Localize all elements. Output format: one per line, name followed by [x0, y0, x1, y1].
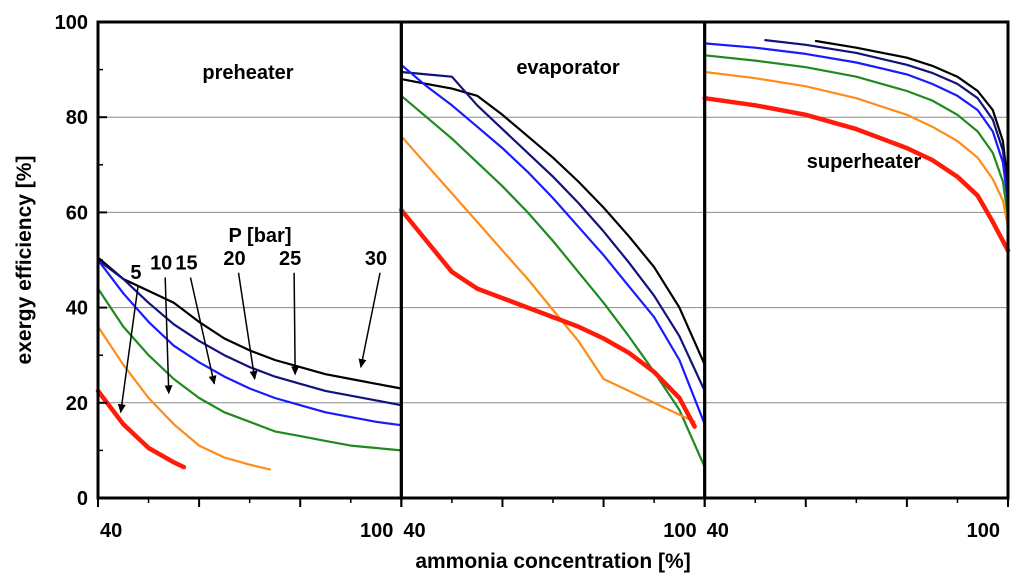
series-line-superheater-20-bar: [703, 42, 1010, 204]
x-tick-label: 40: [707, 520, 729, 542]
series-line-evaporator-15-bar: [400, 94, 706, 469]
pressure-legend-title: P [bar]: [229, 225, 292, 247]
series-line-superheater-25-bar: [764, 38, 1010, 195]
y-tick-label: 20: [66, 393, 88, 415]
series-line-superheater-5-bar: [702, 95, 1011, 253]
y-axis-title: exergy efficiency [%]: [13, 156, 36, 365]
pressure-arrow-5: [117, 286, 139, 414]
panel-title-superheater: superheater: [807, 151, 922, 173]
y-tick-label: 80: [66, 107, 88, 129]
series-line-preheater-10-bar: [96, 325, 271, 471]
series-line-preheater-25-bar: [96, 258, 403, 407]
series-line-evaporator-25-bar: [400, 70, 706, 392]
pressure-label-30: 30: [365, 248, 387, 270]
series-line-superheater-30-bar: [814, 39, 1010, 188]
pressure-label-10: 10: [150, 253, 172, 275]
panel-frame-superheater: [703, 20, 1010, 500]
axis-ticks: [97, 21, 1009, 507]
pressure-annotations: 5 10 15 20 25 30P [bar]: [117, 225, 387, 414]
series-line-evaporator-5-bar: [399, 207, 697, 429]
panel-title-evaporator: evaporator: [516, 57, 620, 79]
y-tick-label: 0: [77, 488, 88, 510]
series-line-superheater-10-bar: [703, 70, 1010, 228]
pressure-label-15: 15: [175, 253, 197, 275]
series-line-superheater-15-bar: [703, 54, 1010, 219]
series-line-evaporator-20-bar: [400, 63, 706, 426]
series-line-evaporator-30-bar: [400, 77, 706, 366]
pressure-label-5: 5: [130, 262, 141, 284]
y-tick-label: 60: [66, 202, 88, 224]
x-tick-label: 100: [360, 520, 393, 542]
x-tick-label: 40: [403, 520, 425, 542]
panel-title-preheater: preheater: [202, 62, 293, 84]
series-line-evaporator-10-bar: [400, 135, 696, 423]
x-tick-label: 100: [663, 520, 696, 542]
panel-frame-preheater: [96, 20, 403, 500]
series-line-preheater-5-bar: [95, 388, 187, 470]
x-axis-title: ammonia concentration [%]: [415, 550, 690, 573]
y-tick-label: 40: [66, 298, 88, 320]
series-line-preheater-30-bar: [96, 256, 403, 390]
pressure-arrow-25: [291, 272, 300, 376]
pressure-arrow-30: [358, 272, 381, 369]
pressure-label-20: 20: [223, 248, 245, 270]
grid-lines: [98, 116, 1008, 404]
x-tick-label: 40: [100, 520, 122, 542]
pressure-label-25: 25: [279, 248, 301, 270]
x-tick-label: 100: [967, 520, 1000, 542]
y-tick-label: 100: [55, 12, 88, 34]
pressure-arrow-20: [237, 272, 258, 380]
pressure-arrow-15: [189, 277, 217, 385]
panel-frame-evaporator: [399, 20, 707, 500]
series-line-preheater-15-bar: [96, 287, 403, 452]
series-lines: [95, 38, 1011, 471]
pressure-arrow-10: [164, 277, 173, 395]
series-line-preheater-20-bar: [96, 258, 403, 427]
labels: 0 20 40 60 80 100 40 100 preheater 40 100 evaporato…: [55, 12, 1000, 542]
